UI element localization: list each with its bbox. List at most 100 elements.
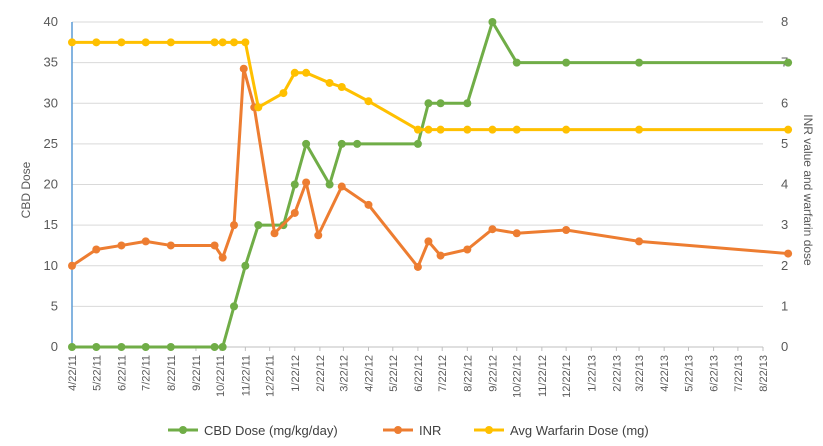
data-point-cbd-dose-mg-kg-day — [230, 302, 239, 311]
data-point-avg-warfarin-dose-mg — [424, 125, 433, 134]
y-tick-label: 0 — [51, 339, 58, 354]
y-tick-label: 15 — [44, 217, 58, 232]
series-line-inr — [71, 67, 789, 269]
x-tick-label: 4/22/13 — [659, 355, 671, 392]
x-tick-label: 1/22/13 — [586, 355, 598, 392]
y-tick-label: 25 — [44, 136, 58, 151]
x-tick-label: 9/22/12 — [487, 355, 499, 392]
data-point-cbd-dose-mg-kg-day — [784, 58, 793, 67]
x-tick-label: 2/22/12 — [315, 355, 327, 392]
y-tick-label: 5 — [51, 298, 58, 313]
data-point-cbd-dose-mg-kg-day — [117, 343, 126, 351]
data-point-avg-warfarin-dose-mg — [210, 38, 219, 47]
data-point-inr — [218, 253, 227, 262]
data-point-inr — [784, 249, 793, 258]
x-tick-label: 6/22/12 — [413, 355, 425, 392]
x-tick-label: 8/22/13 — [758, 355, 770, 392]
data-point-inr — [413, 262, 422, 271]
data-point-avg-warfarin-dose-mg — [230, 38, 239, 47]
data-point-cbd-dose-mg-kg-day — [141, 343, 150, 351]
legend-swatch-marker — [179, 426, 187, 434]
y-tick-label: 20 — [44, 177, 58, 192]
data-point-inr — [68, 261, 76, 270]
legend: CBD Dose (mg/kg/day) INR Avg Warfarin Dose… — [168, 423, 649, 438]
data-point-inr — [364, 200, 373, 209]
y-tick-label: 35 — [44, 55, 58, 70]
y2-tick-label: 3 — [781, 217, 788, 232]
x-tick-label: 5/22/11 — [91, 355, 103, 391]
data-point-cbd-dose-mg-kg-day — [635, 58, 644, 67]
data-point-cbd-dose-mg-kg-day — [302, 139, 311, 148]
data-point-cbd-dose-mg-kg-day — [436, 99, 445, 108]
y2-tick-label: 0 — [781, 339, 788, 354]
x-tick-label: 7/22/12 — [437, 355, 449, 392]
data-point-avg-warfarin-dose-mg — [166, 38, 175, 47]
left-y-tick-labels: 0 5 10 15 20 25 30 35 40 — [44, 14, 58, 354]
y2-tick-label: 1 — [781, 298, 788, 313]
series-lines — [68, 18, 793, 351]
x-tick-label: 4/22/11 — [67, 355, 79, 391]
legend-item: INR — [383, 423, 441, 438]
data-point-avg-warfarin-dose-mg — [337, 83, 346, 91]
left-axis-title: CBD Dose — [19, 161, 33, 218]
data-point-avg-warfarin-dose-mg — [290, 68, 299, 77]
data-point-inr — [488, 225, 497, 234]
data-point-cbd-dose-mg-kg-day — [512, 58, 521, 67]
data-point-inr — [562, 226, 571, 234]
x-tick-label: 8/22/11 — [166, 355, 178, 391]
y2-tick-label: 5 — [781, 136, 788, 151]
y-tick-label: 10 — [44, 258, 58, 273]
data-point-cbd-dose-mg-kg-day — [325, 180, 334, 189]
x-tick-label: 3/22/13 — [634, 355, 646, 392]
data-point-avg-warfarin-dose-mg — [325, 78, 334, 87]
y2-tick-label: 8 — [781, 14, 788, 29]
x-tick-label: 5/22/13 — [683, 355, 695, 392]
data-point-avg-warfarin-dose-mg — [302, 68, 311, 77]
x-tick-label: 11/22/11 — [240, 355, 252, 396]
x-tick-label: 7/22/11 — [141, 355, 153, 391]
data-point-inr — [270, 229, 279, 238]
data-point-avg-warfarin-dose-mg — [117, 38, 126, 47]
x-tick-label: 1/22/12 — [290, 355, 302, 392]
data-point-avg-warfarin-dose-mg — [364, 97, 373, 106]
data-point-cbd-dose-mg-kg-day — [166, 343, 175, 351]
data-point-avg-warfarin-dose-mg — [562, 125, 571, 134]
data-point-cbd-dose-mg-kg-day — [463, 99, 472, 108]
y2-tick-label: 6 — [781, 95, 788, 110]
legend-label: INR — [419, 423, 441, 438]
data-point-inr — [314, 231, 323, 240]
data-point-inr — [92, 245, 101, 254]
data-point-cbd-dose-mg-kg-day — [353, 139, 362, 148]
right-axis-title: INR value and warfarin dose — [801, 114, 815, 266]
legend-swatch-marker — [485, 426, 493, 434]
y-tick-label: 30 — [44, 95, 58, 110]
x-tick-labels: 4/22/11 5/22/11 6/22/11 7/22/11 8/22/11 9/22/… — [67, 347, 770, 398]
series-line-avg-warfarin-dose-mg — [72, 40, 789, 132]
data-point-cbd-dose-mg-kg-day — [241, 261, 250, 270]
data-point-inr — [463, 245, 472, 254]
data-point-avg-warfarin-dose-mg — [488, 125, 497, 134]
x-tick-label: 4/22/12 — [363, 355, 375, 392]
legend-label: Avg Warfarin Dose (mg) — [510, 423, 649, 438]
data-point-inr — [302, 178, 311, 187]
x-tick-label: 7/22/13 — [733, 355, 745, 392]
x-tick-label: 6/22/13 — [709, 355, 721, 392]
data-point-inr — [239, 64, 248, 73]
data-point-inr — [424, 237, 433, 246]
data-point-cbd-dose-mg-kg-day — [254, 221, 263, 230]
data-point-avg-warfarin-dose-mg — [512, 125, 521, 134]
legend-swatch-marker — [394, 426, 402, 434]
legend-label: CBD Dose (mg/kg/day) — [204, 423, 338, 438]
data-point-avg-warfarin-dose-mg — [784, 125, 793, 134]
data-point-inr — [436, 251, 445, 260]
data-point-avg-warfarin-dose-mg — [413, 125, 422, 134]
x-tick-label: 10/22/12 — [512, 355, 524, 398]
data-point-inr — [230, 221, 239, 230]
data-point-inr — [635, 237, 644, 246]
data-point-avg-warfarin-dose-mg — [279, 89, 288, 98]
data-point-cbd-dose-mg-kg-day — [337, 139, 346, 148]
data-point-inr — [166, 241, 175, 250]
data-point-avg-warfarin-dose-mg — [68, 38, 76, 47]
data-point-avg-warfarin-dose-mg — [254, 103, 263, 112]
data-point-avg-warfarin-dose-mg — [218, 38, 227, 47]
